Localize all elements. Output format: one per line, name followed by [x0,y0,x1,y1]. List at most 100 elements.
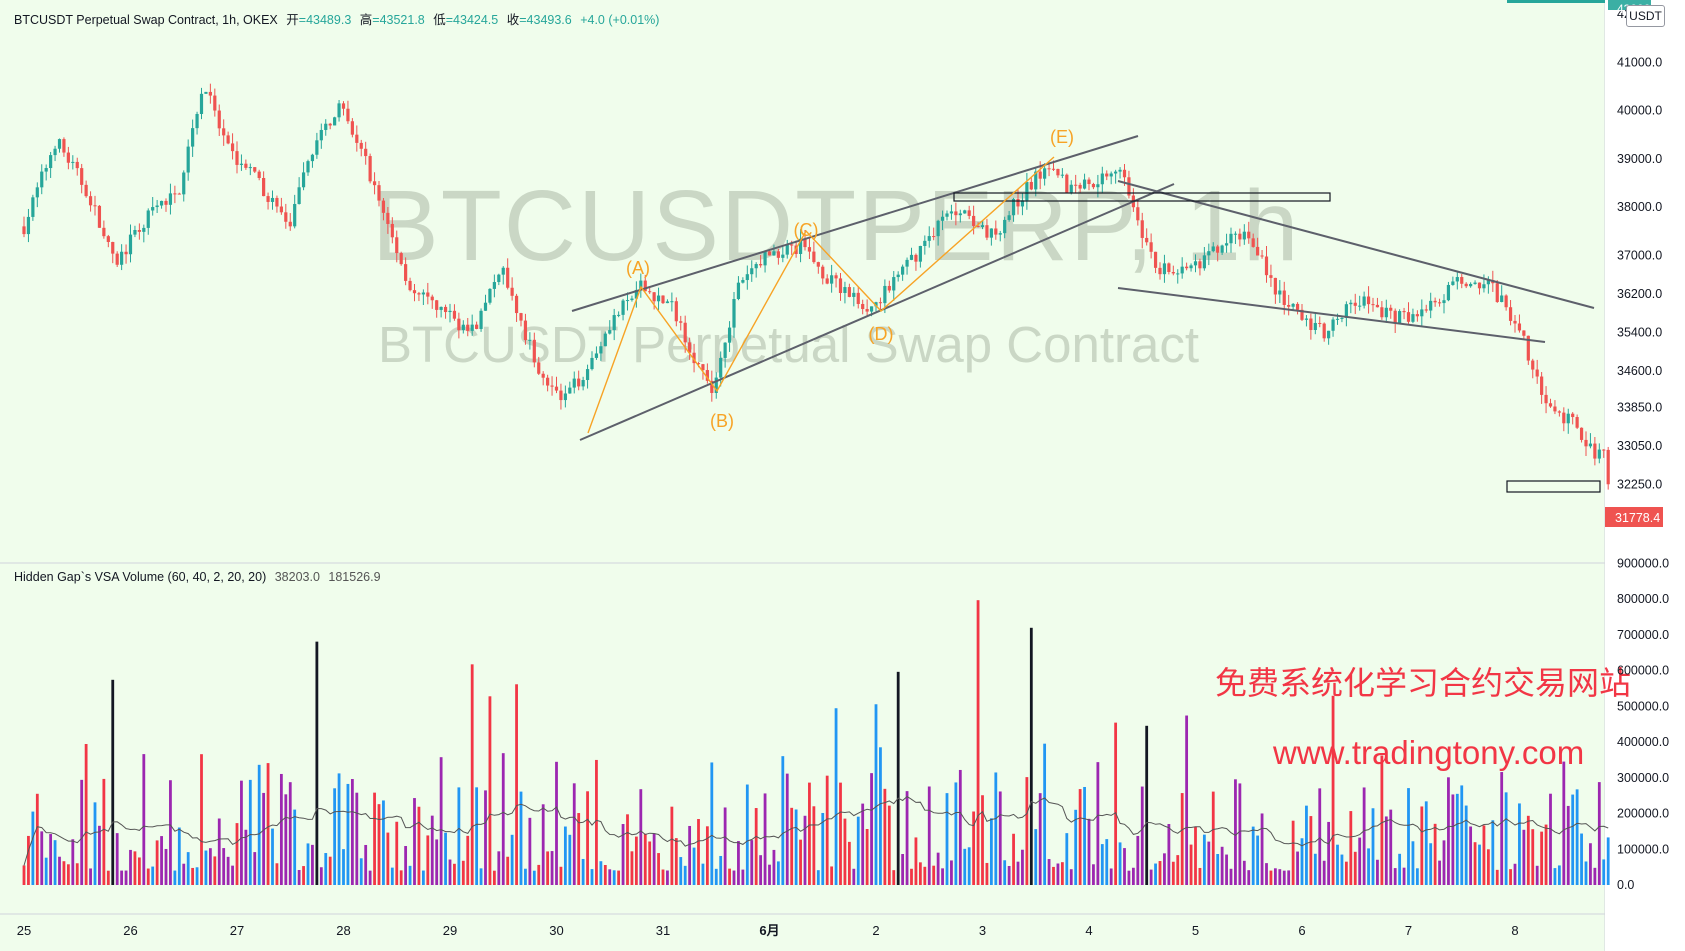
candle [958,209,962,223]
symbol-description[interactable]: BTCUSDT Perpetual Swap Contract, 1h, OKE… [14,13,278,27]
channel-lower-trendline[interactable] [579,183,1175,441]
resistance-zone-rect[interactable] [953,192,1331,202]
descending-upper-trendline[interactable] [1117,180,1595,309]
volume-bar [501,753,505,885]
volume-bar [976,600,980,885]
candle [892,271,896,301]
volume-bar [271,828,274,885]
price-axis-panel[interactable] [1605,0,1685,951]
candle [763,250,767,273]
volume-bar [936,852,940,885]
wave-label-d: (D) [869,324,894,344]
volume-bar [852,868,856,885]
volume-bar [1518,803,1521,885]
volume-bar [164,848,168,885]
candle [661,295,665,304]
candle [497,273,501,286]
volume-bar [1220,846,1224,885]
candle [1114,169,1118,184]
candle [1162,254,1167,283]
time-axis-label: 29 [443,923,457,938]
candle [177,192,181,195]
candle [22,216,26,238]
elliott-wave-path[interactable] [587,156,1055,434]
candle [412,284,417,302]
candle [120,244,124,271]
candle [1384,299,1388,323]
volume-bar [448,859,452,885]
volume-bar [546,851,550,885]
volume-bar [1429,843,1433,885]
candle [483,294,488,311]
volume-bar [453,863,456,885]
support-zone-rect[interactable] [1506,480,1601,493]
candle [1087,177,1091,191]
volume-axis-label: 0.0 [1617,878,1634,892]
candle [244,159,248,170]
candle [1415,310,1419,322]
candle [750,260,754,282]
candle [35,182,39,208]
volume-axis-label: 800000.0 [1617,592,1669,606]
price-axis-label: 41000.0 [1617,55,1662,69]
volume-bar [1557,865,1561,885]
volume-bar [732,870,736,885]
candle [368,153,372,184]
candle [191,119,195,157]
candle [1535,359,1539,384]
candle [492,274,496,298]
candle [1446,281,1451,302]
volume-bar [1145,725,1149,885]
volume-bar [226,856,230,885]
volume-bar [208,848,212,885]
volume-bar [395,821,399,885]
volume-bar [66,864,70,885]
volume-bar [754,808,758,885]
candle [781,245,785,263]
candle [426,282,430,305]
volume-bar [719,855,723,885]
candle [1100,166,1104,194]
price-axis-label: 36200.0 [1617,287,1662,301]
volume-bar [617,870,621,885]
candle [1420,299,1424,326]
candle [1176,269,1180,284]
candle [914,253,918,271]
volume-bar [1606,837,1610,885]
candle [692,343,696,373]
volume-bar [1389,809,1393,885]
volume-bar [1526,815,1530,885]
volume-bar [741,869,745,885]
volume-bar [1265,863,1268,885]
volume-bar [714,868,718,885]
volume-bar [1509,869,1512,885]
volume-bar [244,829,248,885]
candle [1460,274,1464,289]
candle [1145,228,1149,246]
volume-bar [812,806,816,885]
volume-bar [204,850,208,885]
candle [137,223,141,240]
volume-bar [62,861,66,885]
volume-bar [1065,833,1069,885]
volume-bar [1340,854,1344,885]
volume-bar [359,858,363,885]
indicator-name[interactable]: Hidden Gap`s VSA Volume (60, 40, 2, 20, … [14,570,267,584]
volume-bar [985,862,989,885]
currency-button[interactable]: USDT [1626,5,1665,27]
volume-bar [40,831,44,885]
volume-bar [461,860,465,885]
volume-bar [639,789,643,885]
volume-bar [386,832,390,885]
candle [395,230,399,263]
channel-upper-trendline[interactable] [571,135,1139,312]
volume-bar [861,803,865,885]
time-axis-label: 31 [656,923,670,938]
volume-bar [1540,831,1544,885]
candle [408,277,412,292]
candle [1153,251,1158,274]
descending-lower-trendline[interactable] [1117,287,1546,343]
volume-bar [84,744,88,885]
volume-bar [133,851,137,885]
